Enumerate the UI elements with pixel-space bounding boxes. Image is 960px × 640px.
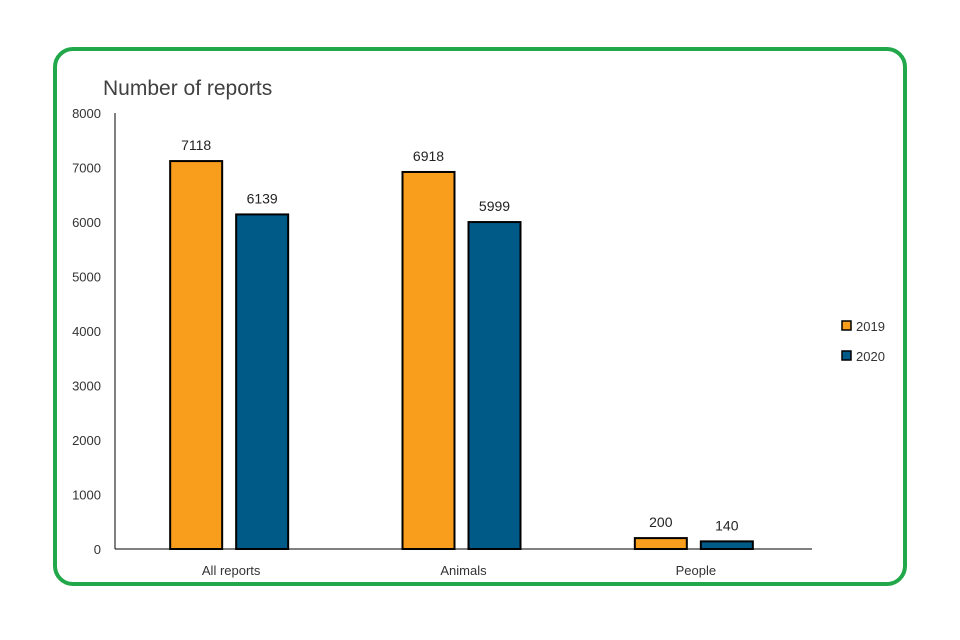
y-tick-label: 3000 [72, 379, 101, 394]
y-tick-label: 2000 [72, 433, 101, 448]
category-label: All reports [202, 563, 261, 578]
legend: 2019 2020 [841, 319, 885, 364]
bar-2019-0 [169, 160, 224, 550]
legend-label: 2020 [856, 349, 885, 364]
data-label: 6139 [247, 190, 278, 206]
bar-2020-2 [699, 540, 754, 550]
y-tick-label: 7000 [72, 161, 101, 176]
x-axis-categories: All reports Animals People [202, 563, 716, 578]
chart-title: Number of reports [103, 77, 272, 100]
y-tick-label: 5000 [72, 270, 101, 285]
category-label: People [676, 563, 716, 578]
bar-2019-2 [633, 537, 688, 550]
data-label: 5999 [479, 198, 510, 214]
y-tick-label: 8000 [72, 106, 101, 121]
bar-2019-1 [401, 170, 456, 550]
data-label: 200 [649, 514, 673, 530]
y-tick-label: 6000 [72, 215, 101, 230]
data-label: 6918 [413, 148, 444, 164]
data-label: 7118 [181, 137, 211, 153]
legend-label: 2019 [856, 319, 885, 334]
data-labels: 7118 6139 6918 5999 200 140 [181, 137, 739, 533]
bar-2020-0 [235, 213, 290, 550]
legend-swatch-2020 [841, 350, 852, 361]
legend-swatch-2019 [841, 320, 852, 331]
y-tick-label: 1000 [72, 488, 101, 503]
data-label: 140 [715, 517, 739, 533]
y-axis-ticks: 0 1000 2000 3000 4000 5000 6000 7000 8000 [72, 106, 101, 557]
bar-2020-1 [467, 221, 522, 550]
bars [169, 160, 754, 550]
y-tick-label: 0 [94, 542, 101, 557]
y-tick-label: 4000 [72, 324, 101, 339]
category-label: Animals [440, 563, 487, 578]
